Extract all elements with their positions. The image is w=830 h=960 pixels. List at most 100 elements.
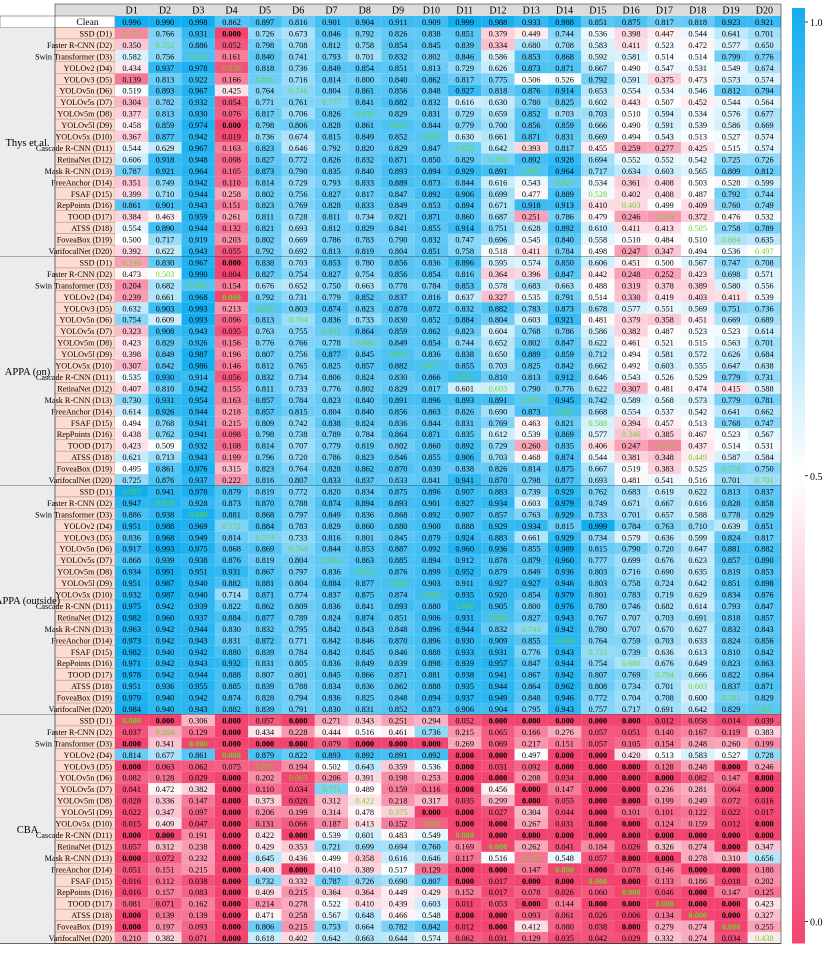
model-label: ATSS (D18) [71,224,112,233]
cell-value: 0.000 [489,820,508,829]
cell-value: 0.746 [289,87,308,96]
heatmap-cell [647,451,682,463]
cell-value: 0.097 [189,808,208,817]
heatmap-cell [115,909,149,921]
cell-value: 0.764 [289,545,309,554]
cell-value: 0.944 [455,625,475,634]
cell-value: 0.929 [555,533,574,542]
cell-value: 0.819 [256,487,275,496]
cell-value: 0.502 [322,762,341,771]
cell-value: 0.554 [622,87,642,96]
cell-value: 0.035 [555,934,574,943]
cell-value: 0.816 [256,476,275,485]
cell-value: 0.859 [555,350,574,359]
heatmap-cell [381,657,415,669]
heatmap-cell [581,27,615,39]
cell-value: 0.891 [555,407,574,416]
heatmap-cell [714,153,748,165]
cell-value: 0.937 [189,613,208,622]
cell-value: 0.927 [455,499,474,508]
heatmap-cell [314,142,349,154]
cell-value: 0.828 [722,499,741,508]
cell-value: 0.567 [755,430,774,439]
heatmap-cell [514,222,548,234]
cell-value: 0.556 [755,281,774,290]
heatmap-cell [448,199,482,211]
heatmap-cell [314,737,349,749]
cell-value: 0.818 [256,64,275,73]
heatmap-cell [448,222,482,234]
cell-value: 0.122 [688,808,707,817]
cell-value: 0.663 [355,934,374,943]
heatmap-cell [514,428,548,440]
cell-value: 0.513 [655,751,674,760]
heatmap-cell [348,290,382,303]
heatmap-cell [681,829,715,841]
heatmap-cell [448,256,482,268]
cell-value: 0.458 [122,121,141,130]
cell-value: 0.842 [322,625,341,634]
heatmap-cell [314,817,349,829]
column-header: D16 [623,6,640,17]
cell-value: 0.378 [655,281,674,290]
heatmap-cell [381,577,415,589]
heatmap-cell [747,245,781,257]
cell-value: 0.523 [688,327,707,336]
heatmap-cell [214,794,249,807]
cell-value: 0.884 [256,522,276,531]
heatmap-cell [248,73,282,85]
heatmap-cell [248,439,282,452]
cell-value: 0.000 [555,716,574,725]
cell-value: 0.831 [422,110,441,119]
cell-value: 0.854 [422,339,442,348]
cell-value: 0.882 [222,705,241,714]
heatmap-cell [314,680,349,692]
heatmap-cell [681,932,715,944]
heatmap-cell [381,737,415,749]
heatmap-cell [681,84,715,97]
heatmap-cell [681,657,715,669]
cell-value: 0.669 [755,121,774,130]
heatmap-cell [614,668,648,681]
heatmap-cell [248,267,282,280]
cell-value: 0.990 [189,270,208,279]
cell-value: 0.633 [688,636,707,645]
cell-value: 0.990 [156,18,175,27]
heatmap-cell [714,817,748,829]
heatmap-cell [181,496,215,509]
cell-value: 0.815 [555,522,574,531]
cell-value: 0.251 [522,213,541,222]
cell-value: 0.952 [455,568,474,577]
heatmap-cell [214,714,249,726]
heatmap-cell [581,50,615,62]
cell-value: 0.826 [455,407,474,416]
cell-value: 0.500 [122,236,141,245]
cell-value: 0.639 [722,522,741,531]
heatmap-cell [214,783,249,795]
heatmap-cell [581,279,615,291]
heatmap-cell [481,38,515,51]
heatmap-cell [214,325,249,337]
heatmap-cell [714,96,748,108]
cell-value: 0.000 [122,911,141,920]
heatmap-cell [647,222,682,234]
cell-value: 0.897 [256,18,275,27]
heatmap-cell [348,164,382,177]
cell-value: 0.870 [389,636,408,645]
cell-value: 0.838 [422,29,441,38]
cell-value: 0.057 [589,739,608,748]
heatmap-cell [514,107,548,120]
cell-value: 0.558 [589,236,608,245]
heatmap-cell [148,863,182,875]
cell-value: 0.701 [755,29,774,38]
cell-value: 0.588 [589,419,608,428]
heatmap-cell [414,565,448,578]
cell-value: 0.869 [256,545,275,554]
heatmap-cell [248,233,282,246]
heatmap-cell [647,863,682,875]
heatmap-cell [747,748,781,761]
cell-value: 0.543 [622,373,641,382]
heatmap-cell [281,267,315,280]
cell-value: 0.943 [189,659,208,668]
heatmap-cell [647,428,682,440]
